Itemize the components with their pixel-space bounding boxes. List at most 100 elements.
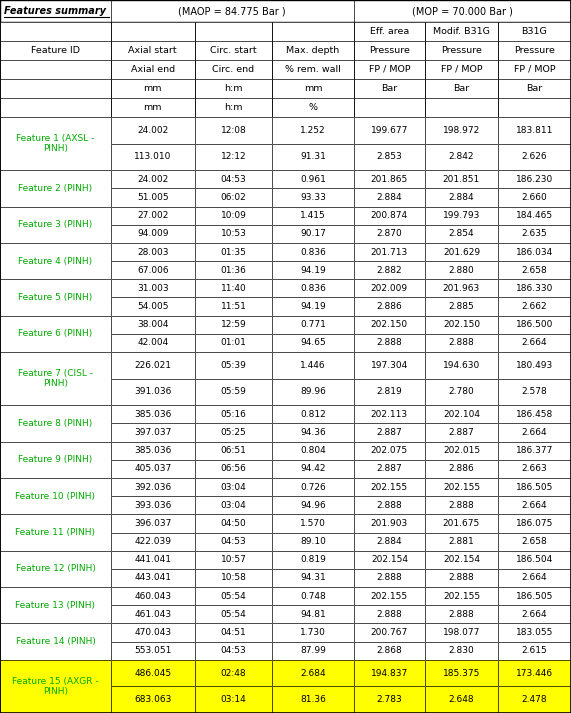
Bar <box>353 569 425 587</box>
Bar <box>272 261 353 279</box>
Bar <box>353 605 425 623</box>
Bar <box>425 496 498 514</box>
Bar <box>272 642 353 660</box>
Bar <box>498 478 571 496</box>
Text: Feature 11 (PINH): Feature 11 (PINH) <box>15 528 95 537</box>
Text: 2.478: 2.478 <box>521 695 547 704</box>
Bar <box>111 261 195 279</box>
Text: 2.658: 2.658 <box>521 537 547 546</box>
Bar <box>425 569 498 587</box>
Text: 54.005: 54.005 <box>137 302 168 311</box>
Bar <box>0 660 111 713</box>
Bar <box>272 642 353 660</box>
Bar <box>111 478 195 496</box>
Text: Pressure: Pressure <box>369 46 410 55</box>
Bar <box>425 405 498 424</box>
Bar <box>425 243 498 261</box>
Bar <box>272 496 353 514</box>
Bar <box>498 316 571 334</box>
Text: % rem. wall: % rem. wall <box>285 65 341 74</box>
Bar <box>272 207 353 225</box>
Text: 2.888: 2.888 <box>449 501 475 510</box>
Text: 186.505: 186.505 <box>516 483 553 491</box>
Bar <box>498 660 571 687</box>
Text: 05:25: 05:25 <box>220 428 247 437</box>
Bar <box>0 441 111 478</box>
Text: 186.075: 186.075 <box>516 519 553 528</box>
Bar <box>498 642 571 660</box>
Bar <box>425 478 498 496</box>
Bar <box>425 225 498 243</box>
Bar <box>111 279 195 297</box>
Text: 2.870: 2.870 <box>376 230 403 238</box>
Bar <box>353 188 425 207</box>
Text: 186.230: 186.230 <box>516 175 553 184</box>
Bar <box>195 496 272 514</box>
Bar <box>272 225 353 243</box>
Bar <box>353 207 425 225</box>
Text: 2.886: 2.886 <box>376 302 403 311</box>
Bar <box>353 660 425 687</box>
Bar <box>111 405 195 424</box>
Bar <box>111 550 195 569</box>
Text: 2.684: 2.684 <box>300 669 326 677</box>
Text: 0.804: 0.804 <box>300 446 326 455</box>
Text: 1.730: 1.730 <box>300 628 326 637</box>
Bar <box>111 605 195 623</box>
Bar <box>195 188 272 207</box>
Bar <box>498 279 571 297</box>
Text: 93.33: 93.33 <box>300 193 326 202</box>
Text: (MAOP = 84.775 Bar ): (MAOP = 84.775 Bar ) <box>178 6 286 16</box>
Bar <box>272 297 353 316</box>
Bar <box>425 533 498 550</box>
Bar <box>498 642 571 660</box>
Bar <box>195 60 272 79</box>
Bar <box>111 225 195 243</box>
Bar <box>353 569 425 587</box>
Bar <box>425 514 498 533</box>
Bar <box>111 316 195 334</box>
Bar <box>111 352 195 379</box>
Text: Feature 5 (PINH): Feature 5 (PINH) <box>18 293 93 302</box>
Text: 2.664: 2.664 <box>521 501 547 510</box>
Bar <box>272 243 353 261</box>
Bar <box>272 460 353 478</box>
Text: FP / MOP: FP / MOP <box>441 65 482 74</box>
Bar <box>111 225 195 243</box>
Bar <box>0 352 111 405</box>
Bar <box>425 188 498 207</box>
Text: 94.81: 94.81 <box>300 610 326 619</box>
Bar <box>498 441 571 460</box>
Bar <box>195 334 272 352</box>
Bar <box>195 22 272 41</box>
Text: Pressure: Pressure <box>514 46 555 55</box>
Bar <box>498 441 571 460</box>
Text: 10:58: 10:58 <box>220 573 247 583</box>
Bar <box>195 279 272 297</box>
Bar <box>111 441 195 460</box>
Bar <box>195 405 272 424</box>
Text: 0.812: 0.812 <box>300 410 326 419</box>
Bar <box>195 334 272 352</box>
Bar <box>195 297 272 316</box>
Bar <box>0 0 571 22</box>
Bar <box>111 297 195 316</box>
Text: 67.006: 67.006 <box>137 266 168 275</box>
Bar <box>195 441 272 460</box>
Bar <box>425 316 498 334</box>
Text: 91.31: 91.31 <box>300 153 326 161</box>
Bar <box>353 550 425 569</box>
Bar <box>111 605 195 623</box>
Bar <box>353 687 425 713</box>
Bar <box>498 170 571 188</box>
Bar <box>498 424 571 441</box>
Bar <box>272 297 353 316</box>
Bar <box>111 533 195 550</box>
Bar <box>353 587 425 605</box>
Text: 11:51: 11:51 <box>220 302 247 311</box>
Text: Feature 9 (PINH): Feature 9 (PINH) <box>18 456 93 464</box>
Bar <box>353 261 425 279</box>
Text: 03:04: 03:04 <box>220 501 247 510</box>
Bar <box>272 279 353 297</box>
Bar <box>498 550 571 569</box>
